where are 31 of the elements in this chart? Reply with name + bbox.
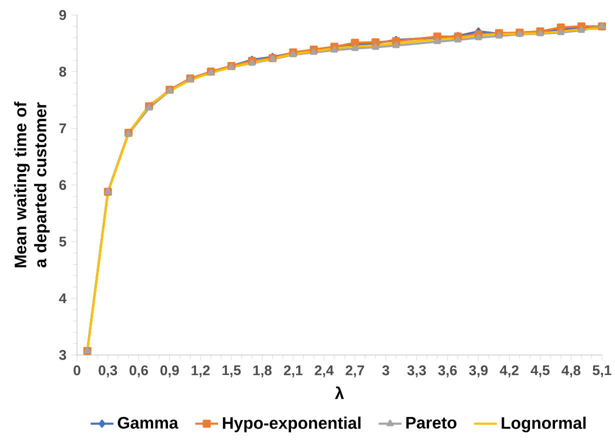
x-tick-label: 1,5 (222, 365, 241, 378)
legend-label: Pareto (406, 416, 456, 429)
x-tick-label: 4,8 (562, 365, 580, 378)
x-axis-title: λ (334, 386, 344, 399)
x-tick-label: 0,6 (130, 365, 148, 378)
y-axis-title: Mean waiting time of a departed customer (14, 102, 50, 268)
y-tick-label: 3 (59, 350, 66, 360)
y-tick-label: 4 (59, 294, 67, 304)
x-tick-label: 3,6 (438, 365, 457, 378)
y-tick-label: 5 (59, 236, 66, 247)
x-tick-label: 3,9 (469, 365, 488, 378)
x-tick-label: 4,5 (530, 365, 550, 378)
x-tick-label: 5,1 (592, 365, 612, 378)
legend-label: Lognormal (502, 416, 586, 432)
y-tick-label: 9 (59, 10, 66, 20)
x-tick-label: 0,9 (160, 365, 179, 378)
legend-label: Hypo-exponential (222, 416, 360, 432)
x-tick-label: 4,2 (500, 365, 519, 378)
x-tick-label: 2,4 (314, 365, 334, 378)
x-tick-label: 0 (74, 365, 80, 376)
x-tick-label: 2,7 (346, 365, 364, 378)
y-tick-label: 8 (59, 66, 66, 77)
x-tick-label: 1,8 (253, 365, 272, 378)
y-tick-label: 7 (59, 124, 66, 134)
y-tick-label: 6 (59, 180, 66, 190)
x-tick-label: 2,1 (284, 365, 302, 378)
x-tick-label: 1,2 (192, 365, 210, 378)
legend-label: Gamma (118, 416, 178, 429)
x-tick-label: 3,3 (407, 365, 426, 378)
x-tick-label: 3 (382, 365, 390, 376)
x-tick-label: 0,3 (98, 365, 118, 378)
